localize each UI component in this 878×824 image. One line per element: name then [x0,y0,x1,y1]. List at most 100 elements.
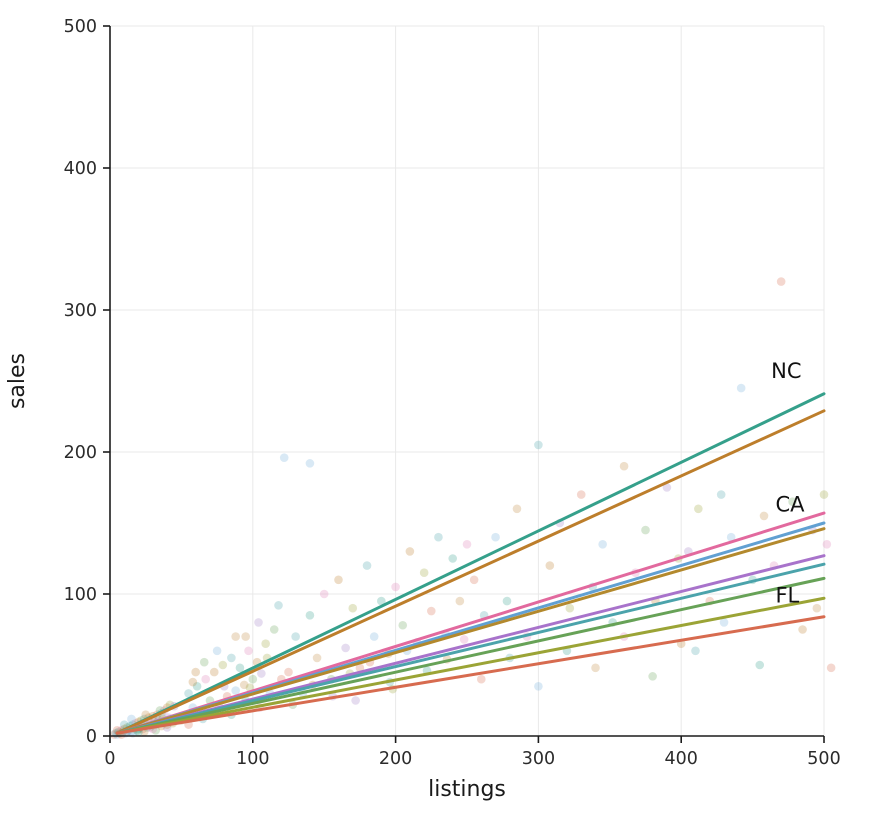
y-tick-label: 200 [64,443,97,463]
y-tick-label: 500 [64,17,97,37]
scatter-point [755,660,765,670]
scatter-point [759,511,769,521]
scatter-point [369,632,379,641]
scatter-point [209,667,219,677]
line-label-FL: FL [775,584,799,608]
regression-line [115,409,826,735]
scatter-point [419,568,429,577]
scatter-point [279,453,289,462]
scatter-point [812,603,822,613]
scatter-point [662,483,672,492]
y-tick-label: 300 [64,301,97,321]
scatter-point [719,618,729,627]
scatter-point [269,625,279,634]
regression-line-CA [115,511,826,735]
scatter-point [434,532,443,542]
x-tick-label: 0 [104,749,115,769]
scatter-point [391,582,400,592]
scatter-point [798,625,807,634]
scatter-point [227,653,236,663]
scatter-point [319,589,329,599]
scatter-point [184,689,193,698]
scatter-point [348,603,358,613]
scatter-point [534,440,543,450]
scatter-point [726,532,736,542]
scatter-point [545,561,555,570]
scatter-point [248,674,258,684]
scatter-point [119,720,129,729]
x-tick-label: 400 [664,749,697,769]
scatter-point [239,680,249,690]
regression-line [115,615,826,735]
y-axis-label: sales [5,353,30,409]
scatter-point [127,714,136,724]
scatter-point [254,618,263,627]
scatter-point [694,504,703,514]
scatter-point [788,497,797,507]
regression-line-NC [115,392,826,735]
scatter-point [591,663,600,673]
scatter-point [212,646,222,656]
scatter-point [334,575,343,585]
scatter-point [199,657,209,667]
scatter-point [257,669,266,678]
scatter-point [291,632,300,641]
scatter-point [261,639,270,648]
scatter-point [192,682,202,691]
line-label-CA: CA [775,493,805,517]
regression-line [115,576,826,735]
scatter-point [716,490,726,499]
x-axis-label: listings [428,777,506,802]
scatter-point [491,532,500,542]
scatter-point [241,632,250,641]
scatter-point [512,504,522,514]
scatter-point [274,601,283,610]
scatter-point [405,547,415,556]
scatter-point [619,461,629,471]
line-label-NC: NC [771,359,801,383]
scatter-point [455,596,465,606]
scatter-point [191,667,200,677]
scatter-point [534,682,543,691]
scatter-point [231,686,240,695]
y-tick-label: 100 [64,585,97,605]
scatter-point [312,653,322,663]
regression-line [115,527,826,735]
scatter-point [469,575,479,585]
scatter-point [459,635,469,644]
scatter-point [341,643,350,653]
scatter-point [822,540,832,549]
x-tick-label: 300 [522,749,555,769]
scatter-point [776,277,786,286]
scatter-point [231,632,240,641]
scatter-point [502,596,512,606]
scatter-point [377,596,386,606]
scatter-point [641,525,650,535]
scatter-point [462,540,472,549]
scatter-point [448,554,458,563]
scatter-point [576,490,586,499]
x-tick-label: 100 [236,749,269,769]
scatter-point [351,696,360,705]
scatter-point [826,663,836,673]
scatter-point [819,490,829,499]
scatter-point [648,672,657,681]
x-tick-label: 500 [807,749,840,769]
scatter-point [188,677,198,687]
scatter-point [598,540,607,549]
scatter-point [284,667,293,677]
scatter-point [362,561,372,570]
scatter-point [244,646,253,656]
scatter-point [427,606,436,616]
scatter-point [355,663,365,673]
y-tick-label: 0 [86,727,97,747]
scatter-point [736,383,746,393]
x-tick-label: 200 [379,749,412,769]
scatter-point [398,620,408,630]
scatter-point [235,663,245,673]
scatter-point [305,459,315,468]
scatter-point [476,674,486,684]
